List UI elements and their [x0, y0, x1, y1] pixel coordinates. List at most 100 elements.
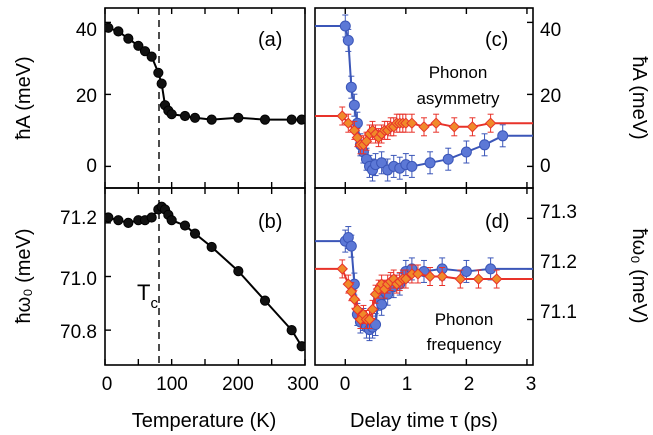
- c-ytick-40: 40: [540, 20, 561, 41]
- diamond-point: [412, 268, 424, 280]
- d-ytick-71-3: 71.3: [540, 202, 577, 223]
- circle-point: [348, 99, 360, 111]
- circle-point: [133, 40, 144, 51]
- circle-point: [189, 228, 201, 239]
- b-ytick-71-0: 71.0: [60, 269, 97, 290]
- c-ytick-20: 20: [540, 86, 561, 107]
- panel-a-letter: (a): [258, 29, 282, 51]
- circle-point: [166, 109, 177, 120]
- circle-point: [156, 78, 167, 89]
- circle-point: [105, 212, 114, 223]
- circle-point: [146, 51, 157, 62]
- diamond-point: [406, 117, 418, 129]
- panel-c-plot: [315, 14, 533, 182]
- circle-point: [376, 298, 388, 310]
- circle-point: [376, 157, 388, 169]
- circle-point: [406, 160, 418, 172]
- diamond-point: [336, 110, 348, 122]
- panel-c-letter: (c): [485, 29, 508, 51]
- circle-point: [166, 215, 177, 226]
- panel-d-plot: [315, 226, 533, 342]
- circle-point: [345, 240, 357, 252]
- circle-point: [342, 34, 354, 46]
- diamond-point: [363, 313, 376, 326]
- data-marks: [105, 14, 533, 352]
- diamond-point: [351, 303, 364, 316]
- circle-point: [259, 114, 271, 125]
- circle-point: [497, 130, 509, 142]
- circle-point: [113, 26, 124, 37]
- diamond-point: [484, 117, 497, 129]
- circle-point: [206, 241, 217, 253]
- b-ylabel: ħω₀ (meV): [13, 228, 35, 323]
- circle-point: [460, 265, 472, 277]
- circle-point: [345, 81, 357, 93]
- circle-point: [296, 341, 305, 352]
- circle-point: [485, 263, 497, 275]
- circle-point: [105, 22, 114, 33]
- diamond-point: [336, 263, 348, 275]
- b-ytick-70-8: 70.8: [60, 322, 97, 343]
- circle-point: [113, 215, 124, 226]
- d-xtick-3: 3: [526, 374, 537, 395]
- d-xtick-2: 2: [464, 374, 475, 395]
- diamond-point: [348, 293, 361, 305]
- circle-point: [206, 114, 217, 125]
- diamond-point: [366, 303, 379, 316]
- a-ylabel: ħA (meV): [13, 56, 35, 139]
- circle-point: [442, 153, 454, 165]
- axis-ticks: [104, 8, 533, 365]
- circle-point: [460, 146, 472, 158]
- b-xtick-0: 0: [102, 374, 113, 395]
- diamond-point: [436, 270, 448, 283]
- tc-subscript: c: [150, 295, 158, 312]
- diamond-point: [490, 273, 503, 285]
- panel-d-letter: (d): [485, 211, 509, 233]
- delay-axis-label: Delay time τ (ps): [350, 410, 498, 432]
- circle-point: [370, 319, 382, 331]
- circle-point: [146, 212, 157, 223]
- circle-point: [259, 295, 271, 306]
- circle-point: [233, 112, 244, 123]
- diamond-point: [472, 273, 485, 285]
- b-ytick-71-2: 71.2: [60, 208, 97, 229]
- circle-point: [179, 220, 191, 231]
- diamond-point: [424, 270, 436, 283]
- diamond-point: [342, 117, 355, 129]
- circle-point: [286, 325, 297, 336]
- d-xtick-0: 0: [340, 374, 351, 395]
- c-ylabel: ħA (meV): [628, 56, 650, 139]
- diamond-point: [430, 117, 442, 129]
- b-xtick-100: 100: [156, 374, 188, 395]
- diamond-point: [454, 273, 467, 285]
- circle-point: [123, 33, 134, 44]
- c-ytick-0: 0: [540, 156, 551, 177]
- panel-a-plot: [105, 22, 305, 125]
- circle-point: [139, 46, 151, 57]
- circle-point: [339, 20, 351, 32]
- panel-b-letter: (b): [258, 211, 282, 233]
- d-ytick-71-1: 71.1: [540, 302, 577, 323]
- frequency-annotation-line2: frequency: [427, 335, 502, 354]
- diamond-point: [466, 121, 479, 133]
- circle-point: [179, 110, 191, 122]
- circle-point: [123, 217, 134, 228]
- a-ytick-0: 0: [86, 156, 97, 177]
- b-xtick-200: 200: [222, 374, 254, 395]
- d-ytick-71-2: 71.2: [540, 252, 577, 273]
- temperature-axis-label: Temperature (K): [132, 410, 277, 432]
- circle-point: [424, 157, 436, 169]
- asymmetry-annotation-line1: Phonon: [429, 63, 488, 82]
- circle-point: [296, 114, 305, 125]
- diamond-point: [400, 273, 412, 285]
- diamond-point: [448, 121, 460, 133]
- circle-point: [233, 266, 244, 277]
- a-ytick-40: 40: [76, 20, 97, 41]
- panel-b-plot: [105, 201, 305, 352]
- circle-point: [479, 139, 491, 151]
- circle-point: [189, 112, 201, 123]
- b-xtick-300: 300: [287, 374, 319, 395]
- diamond-point: [418, 121, 430, 133]
- tc-label: Tc: [137, 280, 158, 312]
